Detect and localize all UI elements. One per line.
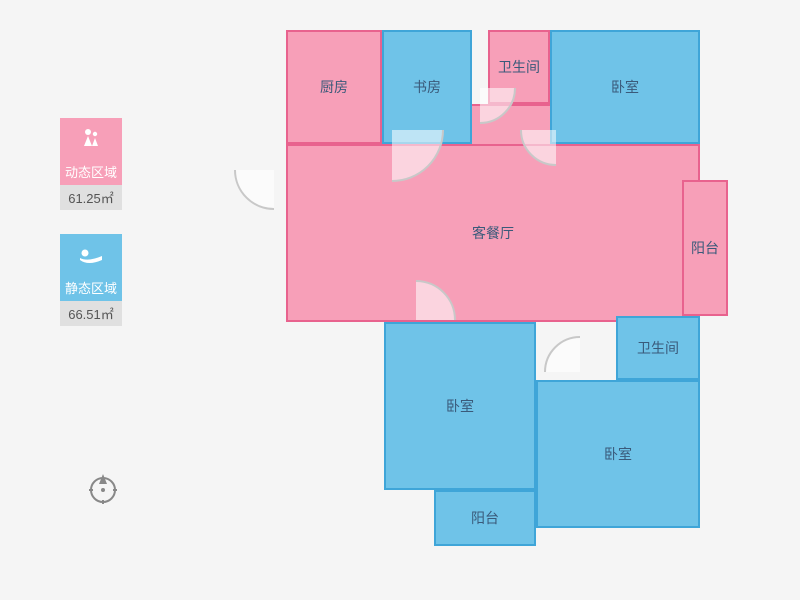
legend-static-icon <box>60 234 122 274</box>
room-bedroom3: 卧室 <box>536 380 700 528</box>
legend-dynamic-value: 61.25㎡ <box>60 185 122 210</box>
legend-static-label: 静态区域 <box>60 274 122 301</box>
room-label-kitchen: 厨房 <box>320 77 348 97</box>
legend: 动态区域 61.25㎡ 静态区域 66.51㎡ <box>60 118 122 350</box>
room-label-living: 客餐厅 <box>472 223 514 243</box>
room-balcony1: 阳台 <box>682 180 728 316</box>
room-label-bedroom3: 卧室 <box>604 444 632 464</box>
room-bedroom2: 卧室 <box>384 322 536 490</box>
room-label-bedroom1: 卧室 <box>611 77 639 97</box>
sleeping-icon <box>78 244 104 264</box>
room-balcony2: 阳台 <box>434 490 536 546</box>
room-label-balcony2: 阳台 <box>471 508 499 528</box>
legend-dynamic-icon <box>60 118 122 158</box>
room-label-balcony1: 阳台 <box>691 238 719 258</box>
room-label-bath1: 卫生间 <box>498 57 540 77</box>
legend-static: 静态区域 66.51㎡ <box>60 234 122 326</box>
room-bath2: 卫生间 <box>616 316 700 380</box>
legend-dynamic: 动态区域 61.25㎡ <box>60 118 122 210</box>
people-icon <box>79 126 103 150</box>
room-bedroom1: 卧室 <box>550 30 700 144</box>
room-label-study: 书房 <box>413 77 441 97</box>
floorplan: 厨房书房卫生间卧室客餐厅阳台卫生间卧室卧室阳台 <box>236 20 728 560</box>
room-label-bath2: 卫生间 <box>637 338 679 358</box>
room-kitchen: 厨房 <box>286 30 382 144</box>
room-label-bedroom2: 卧室 <box>446 396 474 416</box>
room-study: 书房 <box>382 30 472 144</box>
room-living: 客餐厅 <box>286 144 700 322</box>
legend-static-value: 66.51㎡ <box>60 301 122 326</box>
legend-dynamic-label: 动态区域 <box>60 158 122 185</box>
compass-icon <box>85 470 121 506</box>
